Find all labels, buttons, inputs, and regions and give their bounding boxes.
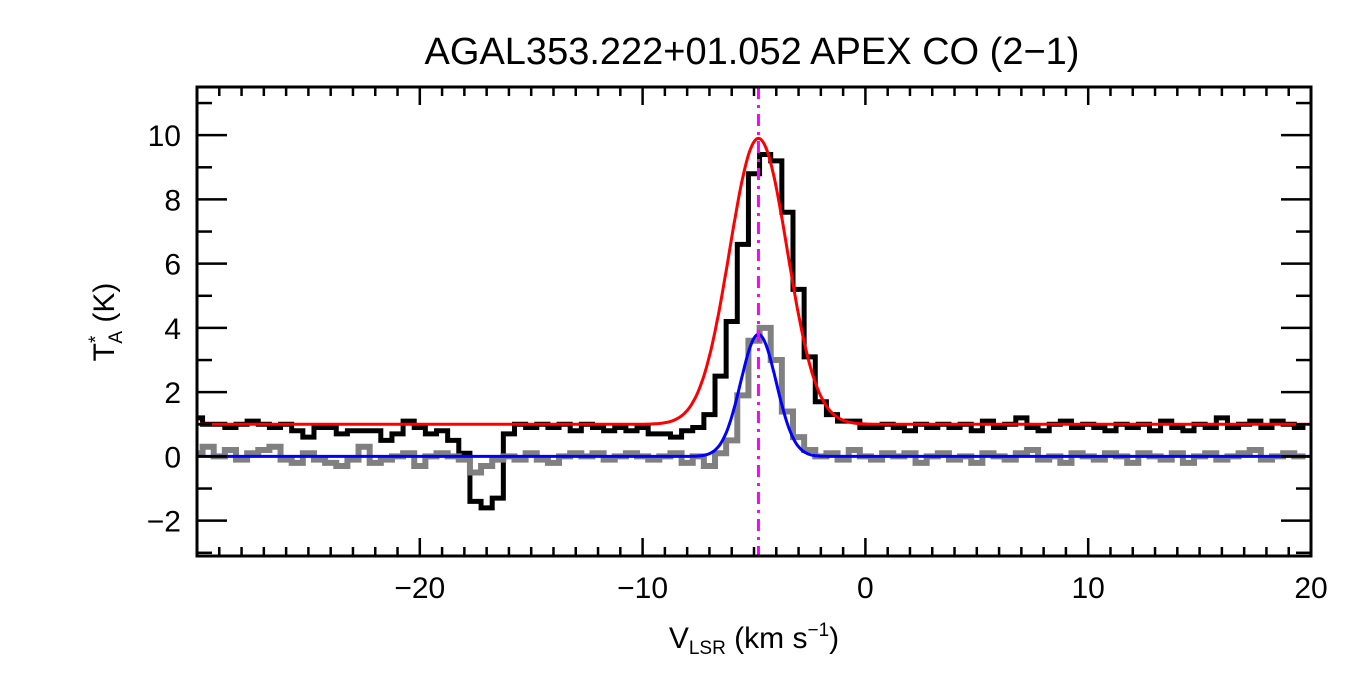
y-label-sup: * (86, 335, 107, 343)
y-tick-label: 0 (164, 441, 181, 474)
y-label-sub: A (106, 331, 127, 344)
spectrum-gray (197, 324, 1306, 476)
x-tick-label: 20 (1294, 572, 1327, 605)
y-label-rest: (K) (88, 283, 121, 331)
y-tick-label: 4 (164, 313, 181, 346)
svg-text:T*A (K): T*A (K) (86, 283, 127, 362)
y-tick-label: 2 (164, 377, 181, 410)
x-tick-label: 0 (857, 572, 874, 605)
plot-frame (195, 85, 1313, 558)
x-label-end: ) (829, 622, 839, 655)
x-tick-label: 10 (1072, 572, 1105, 605)
x-label-rest: (km s (726, 622, 808, 655)
y-tick-label: −2 (147, 506, 181, 539)
x-axis-label: VLSR (km s−1) (669, 620, 839, 659)
x-label-sub: LSR (689, 638, 726, 659)
x-tick-label: −20 (394, 572, 445, 605)
fit-curve-blue (197, 332, 1311, 458)
y-label-main: T (88, 343, 121, 361)
x-tick-label: −10 (617, 572, 668, 605)
svg-text:VLSR (km s−1): VLSR (km s−1) (669, 620, 839, 659)
x-label-main: V (669, 622, 689, 655)
fit-curve-red (197, 136, 1311, 426)
y-tick-label: 10 (148, 120, 181, 153)
chart-title: AGAL353.222+01.052 APEX CO (2−1) (425, 31, 1080, 73)
y-tick-label: 6 (164, 249, 181, 282)
y-axis-label: T*A (K) (86, 283, 127, 362)
y-tick-label: 8 (164, 184, 181, 217)
x-label-sup: −1 (807, 620, 829, 641)
